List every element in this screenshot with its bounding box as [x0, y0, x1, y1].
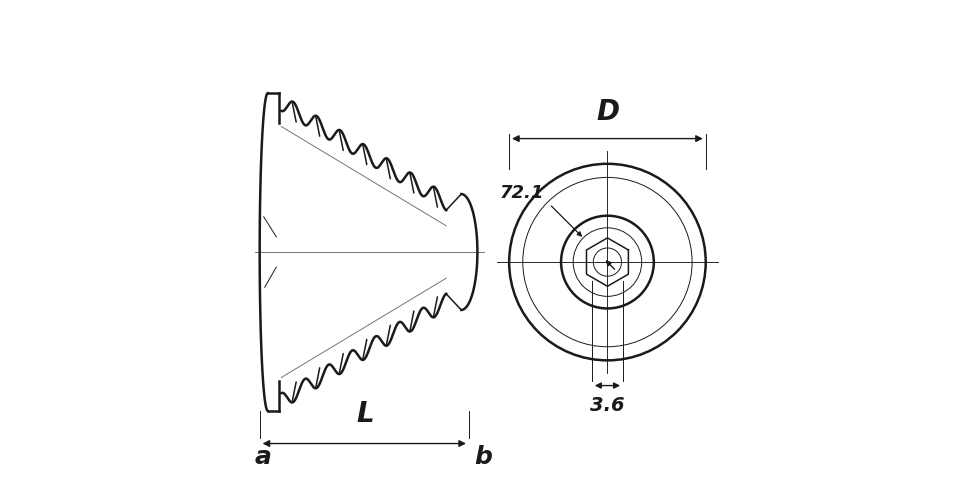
Text: a: a [254, 445, 272, 469]
Text: 3.6: 3.6 [589, 396, 624, 415]
Text: b: b [474, 445, 491, 469]
Text: 72.1: 72.1 [499, 183, 544, 202]
Text: D: D [595, 98, 618, 126]
Text: L: L [357, 400, 374, 428]
